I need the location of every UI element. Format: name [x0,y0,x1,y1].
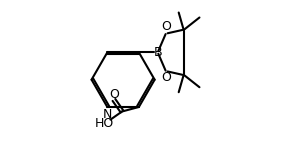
Text: O: O [109,88,119,101]
Text: O: O [161,71,171,84]
Text: B: B [153,46,162,59]
Text: HO: HO [94,117,114,130]
Text: O: O [161,20,171,34]
Text: N: N [103,108,112,121]
